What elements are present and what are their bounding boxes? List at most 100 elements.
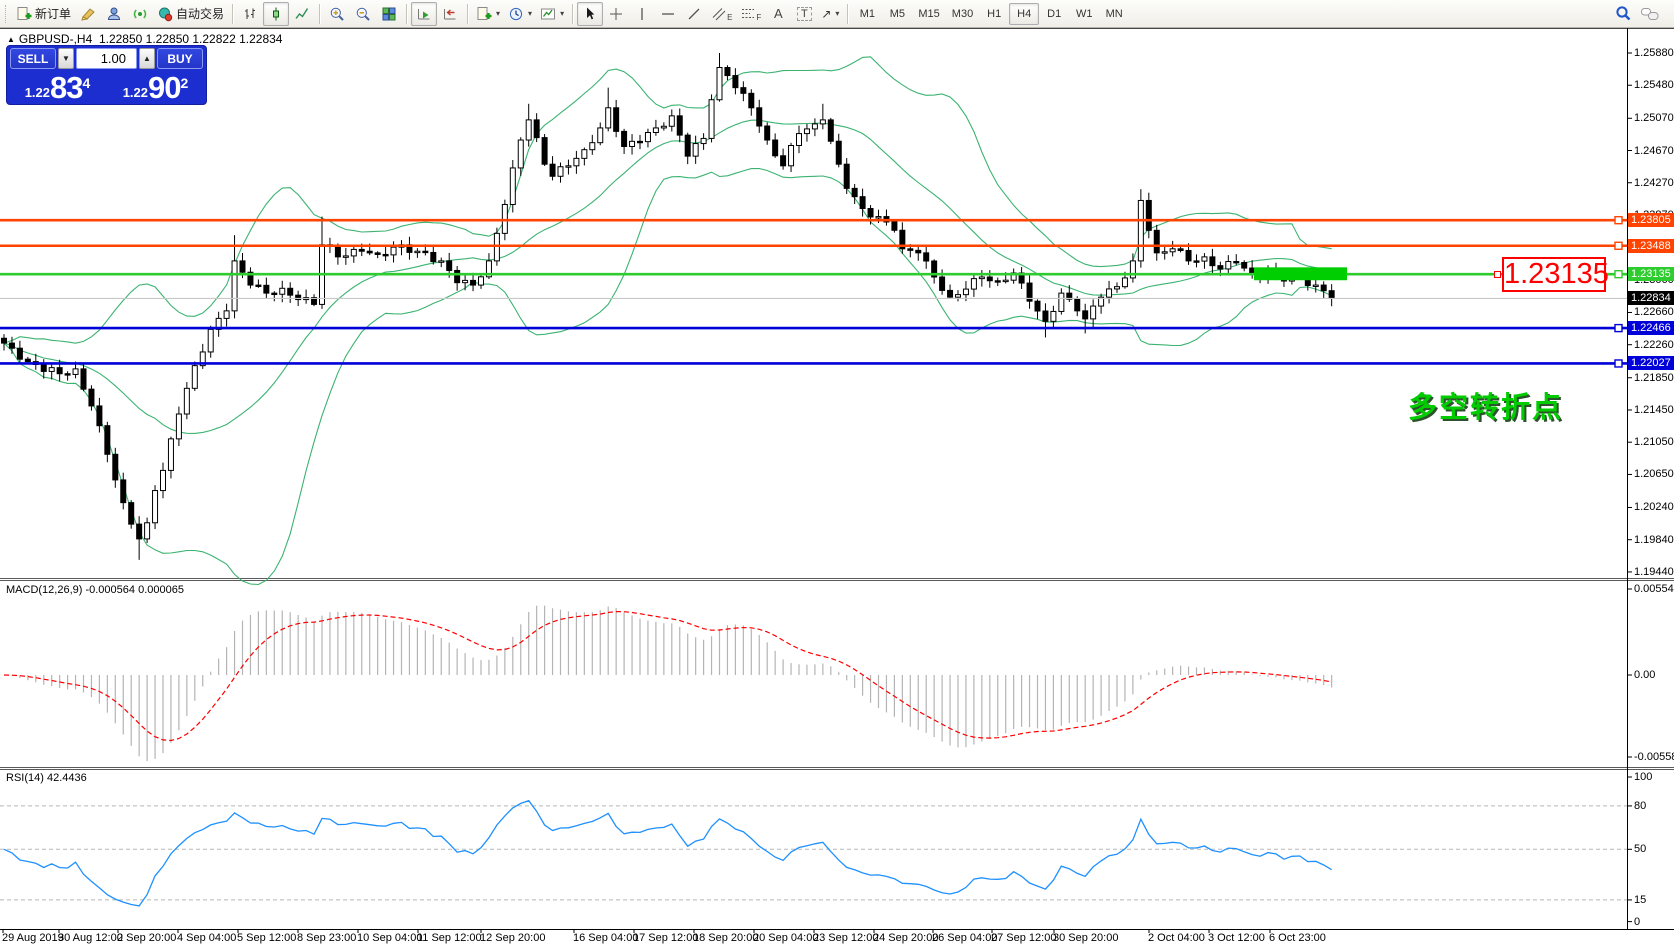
bid-price-chip: 1.22834 — [1628, 291, 1674, 306]
timeframe-button-w1[interactable]: W1 — [1075, 7, 1093, 20]
zoom-in-button[interactable] — [324, 2, 350, 26]
chat-button[interactable] — [1636, 2, 1664, 26]
price-callout-box[interactable]: 1.23135 — [1502, 257, 1609, 292]
level-price-chip-1.22466[interactable]: 1.22466 — [1628, 321, 1674, 336]
time-tick-label: 23 Sep 12:00 — [813, 932, 879, 944]
price-tick-label-1.21450: 1.21450 — [1634, 403, 1674, 416]
timeframe-button-mn[interactable]: MN — [1105, 7, 1123, 20]
volume-input[interactable] — [76, 48, 137, 69]
zoom-in-icon — [330, 7, 344, 21]
profile-icon — [108, 7, 121, 20]
bar-chart-button[interactable] — [237, 2, 263, 26]
level-handle-1.22027 — [1614, 359, 1623, 368]
sell-price-display[interactable]: 1.22 83 4 — [10, 71, 105, 103]
price-tick-label-1.24670: 1.24670 — [1634, 144, 1674, 157]
highlighter-icon — [81, 7, 95, 21]
new-order-label: 新订单 — [35, 7, 72, 21]
fibonacci-tool-button[interactable]: F — [736, 2, 765, 26]
level-handle-1.23805 — [1614, 216, 1623, 225]
text-label-tool-label: T — [796, 6, 812, 21]
text-tool-button[interactable]: A — [765, 2, 791, 26]
buy-button[interactable]: BUY — [157, 48, 203, 69]
vertical-line-tool-button[interactable] — [629, 2, 655, 26]
indicators-button[interactable]: ▾ — [472, 2, 504, 26]
level-price-chip-1.23805[interactable]: 1.23805 — [1628, 213, 1674, 228]
timeframe-button-h1[interactable]: H1 — [987, 7, 1002, 20]
zoom-out-button[interactable] — [350, 2, 376, 26]
chart-shift-button[interactable] — [437, 2, 463, 26]
sell-price-prefix: 1.22 — [24, 85, 51, 100]
symbol-timeframe-label: GBPUSD-,H4 — [18, 32, 93, 46]
time-tick-label: 30 Sep 20:00 — [1053, 932, 1119, 944]
callout-handle[interactable] — [1494, 271, 1501, 278]
timeframe-button-m1[interactable]: M1 — [859, 7, 876, 20]
crosshair-icon — [610, 7, 623, 20]
arrows-caret-icon: ▾ — [835, 9, 840, 18]
macd-signal-line — [3, 610, 1332, 742]
buy-price-big: 90 — [148, 70, 181, 105]
time-tick-label: 12 Sep 20:00 — [480, 932, 546, 944]
autotrading-button[interactable]: 自动交易 — [153, 2, 228, 26]
time-tick-label: 5 Sep 12:00 — [237, 932, 297, 944]
crosshair-tool-button[interactable] — [603, 2, 629, 26]
buy-price-display[interactable]: 1.22 90 2 — [108, 71, 203, 103]
price-tick-label-1.21050: 1.21050 — [1634, 436, 1674, 449]
trade-panel-toggle[interactable]: ▲ — [7, 35, 15, 44]
candlestick-chart-icon — [273, 7, 280, 20]
timeframe-button-d1[interactable]: D1 — [1047, 7, 1062, 20]
time-tick-label: 3 Oct 12:00 — [1208, 932, 1265, 944]
timeframe-button-m15[interactable]: M15 — [918, 7, 940, 20]
candlestick-chart-button[interactable] — [263, 1, 290, 26]
auto-scroll-button[interactable] — [411, 1, 438, 26]
line-chart-button[interactable] — [289, 2, 315, 26]
arrows-icon: ↗ — [821, 6, 832, 21]
vertical-line-icon — [641, 7, 643, 20]
candles — [1, 53, 1335, 560]
channel-tool-button[interactable]: E — [707, 2, 736, 26]
new-order-icon — [17, 6, 32, 20]
macd-axis-label--0.005583: -0.005583 — [1634, 751, 1674, 763]
time-tick-label: 2 Sep 20:00 — [117, 932, 177, 944]
highlight-box[interactable] — [1254, 267, 1347, 281]
level-handle-1.23135 — [1614, 269, 1623, 279]
rsi-axis-label-100: 100 — [1634, 771, 1653, 783]
text-label-tool-button[interactable]: T — [791, 2, 817, 26]
time-tick-label: 8 Sep 23:00 — [297, 932, 357, 944]
signal-button[interactable] — [127, 2, 153, 26]
time-tick-label: 26 Sep 04:00 — [932, 932, 998, 944]
horizontal-line-tool-button[interactable] — [655, 2, 681, 26]
buy-price-prefix: 1.22 — [122, 85, 149, 100]
arrows-tool-button[interactable]: ↗ ▾ — [817, 2, 843, 26]
templates-button[interactable]: ▾ — [536, 2, 568, 26]
volume-decrease-button[interactable]: ▼ — [58, 48, 74, 69]
volume-increase-button[interactable]: ▲ — [139, 48, 155, 69]
tile-windows-button[interactable] — [376, 2, 402, 26]
toolbar-separator — [319, 3, 321, 24]
timeframe-button-m5[interactable]: M5 — [889, 7, 906, 20]
cursor-tool-button[interactable] — [577, 1, 604, 26]
price-tick-label-1.24270: 1.24270 — [1634, 176, 1674, 189]
periods-button[interactable]: ▾ — [504, 2, 536, 26]
timeframe-button-m30[interactable]: M30 — [951, 7, 974, 20]
timeframe-group: M1 M5 M15 M30 H1 H4 D1 W1 MN — [852, 2, 1129, 25]
trendline-tool-button[interactable] — [681, 2, 707, 26]
time-tick-label: 2 Oct 04:00 — [1148, 932, 1205, 944]
price-tick-label-1.19440: 1.19440 — [1634, 565, 1674, 578]
highlighter-button[interactable] — [75, 2, 101, 26]
profile-button[interactable] — [101, 2, 127, 26]
main-toolbar: 新订单 自动交易 — [0, 0, 1674, 28]
toolbar-separator — [406, 3, 408, 24]
templates-caret-icon: ▾ — [560, 9, 565, 18]
timeframe-button-h4[interactable]: H4 — [1009, 2, 1040, 25]
tile-windows-icon — [382, 7, 396, 20]
level-price-chip-1.23488[interactable]: 1.23488 — [1628, 238, 1674, 253]
rsi-axis-label-15: 15 — [1634, 893, 1647, 906]
level-price-chip-1.22027[interactable]: 1.22027 — [1628, 356, 1674, 371]
search-button[interactable] — [1610, 2, 1636, 26]
new-order-button[interactable]: 新订单 — [12, 2, 75, 26]
time-tick-label: 30 Aug 12:00 — [58, 932, 123, 944]
level-price-chip-1.23135[interactable]: 1.23135 — [1628, 267, 1674, 282]
sell-button[interactable]: SELL — [10, 48, 56, 69]
bollinger-bands — [3, 56, 1332, 586]
